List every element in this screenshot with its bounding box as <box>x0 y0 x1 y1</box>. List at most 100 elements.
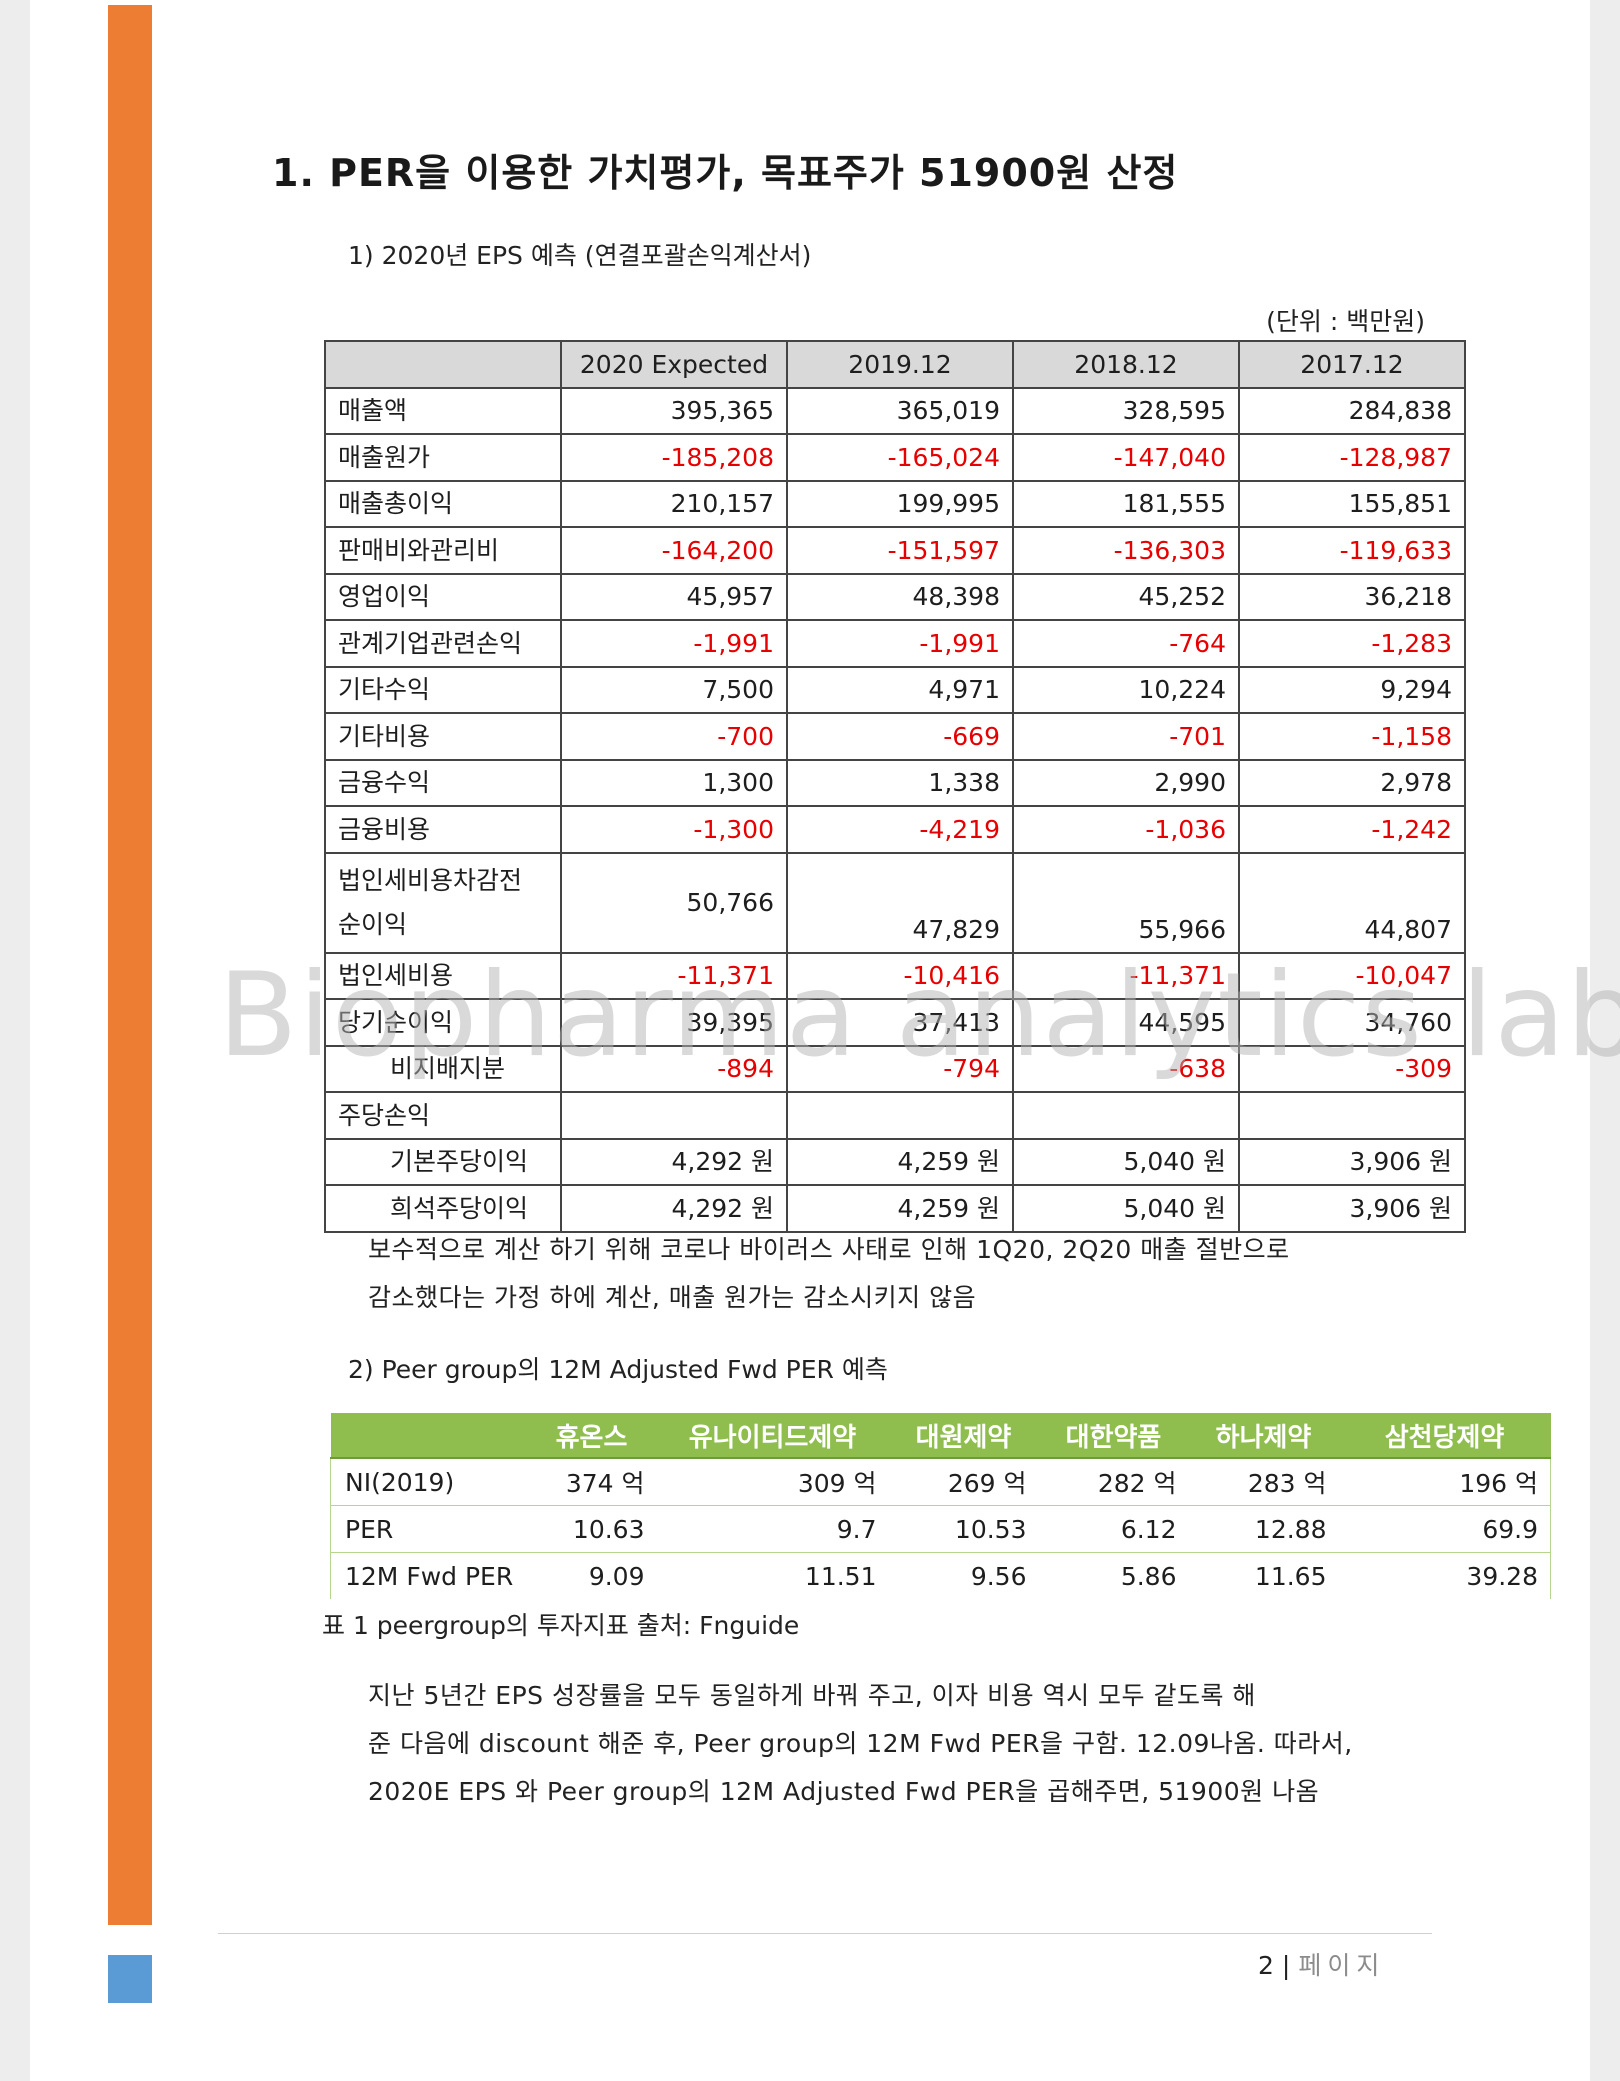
row-label: 금융수익 <box>324 758 562 807</box>
cell: -700 <box>560 712 788 761</box>
cell: -119,633 <box>1238 526 1466 575</box>
cell: 50,766 <box>560 851 788 954</box>
peer-header-hana: 하나제약 <box>1188 1413 1339 1459</box>
subsection-eps-title: 1) 2020년 EPS 예측 (연결포괄손익계산서) <box>348 241 812 270</box>
table-row: 금융수익 1,300 1,338 2,990 2,978 <box>324 758 1466 807</box>
cell: 5,040 원 <box>1012 1184 1240 1233</box>
peer-header-blank <box>330 1413 527 1459</box>
row-label: 매출원가 <box>324 433 562 482</box>
cell: 39,395 <box>560 998 788 1047</box>
cell: 11.51 <box>804 1561 877 1591</box>
cell: 395,365 <box>560 386 788 435</box>
cell: 48,398 <box>786 572 1014 621</box>
peer-header-united: 유나이티드제약 <box>656 1413 889 1459</box>
row-label: PER <box>330 1505 527 1553</box>
cell: 2,990 <box>1012 758 1240 807</box>
cell <box>1238 1091 1466 1140</box>
row-label: 희석주당이익 <box>324 1184 562 1233</box>
cell: 5.86 <box>1120 1561 1177 1591</box>
cell: 9.7 <box>656 1505 889 1553</box>
peer-header-daehan: 대한약품 <box>1038 1413 1189 1459</box>
cell: 12.88 <box>1188 1505 1339 1553</box>
row-label: 주당손익 <box>324 1091 562 1140</box>
cell: 4,259 원 <box>786 1184 1014 1233</box>
page-label: 페이지 <box>1298 1951 1386 1980</box>
orange-side-bar <box>108 5 152 1925</box>
row-label: 금융비용 <box>324 805 562 854</box>
cell: 4,292 원 <box>560 1184 788 1233</box>
cell: -1,036 <box>1012 805 1240 854</box>
footer-separator: | <box>1281 1951 1291 1980</box>
paragraph-line-3: 2020E EPS 와 Peer group의 12M Adjusted Fwd… <box>368 1777 1320 1806</box>
row-label: 법인세비용 <box>324 951 562 1000</box>
cell: -136,303 <box>1012 526 1240 575</box>
cell: 3,906 원 <box>1238 1184 1466 1233</box>
cell: -10,416 <box>786 951 1014 1000</box>
table-row: 매출총이익 210,157 199,995 181,555 155,851 <box>324 479 1466 528</box>
cell: 69.9 <box>1338 1505 1551 1553</box>
cell: 309 억 <box>656 1458 889 1506</box>
table-row: 12M Fwd PER 9.09 11.51 9.56 5.86 11.65 3… <box>330 1552 1551 1599</box>
cell: -10,047 <box>1238 951 1466 1000</box>
cell: 9,294 <box>1238 665 1466 714</box>
table-row: NI(2019) 374 억 309 억 269 억 282 억 283 억 1… <box>330 1458 1551 1506</box>
section-heading: 1. PER을 이용한 가치평가, 목표주가 51900원 산정 <box>272 151 1179 195</box>
row-label: 법인세비용차감전 순이익 <box>324 851 562 954</box>
table-row: 당기순이익 39,395 37,413 44,595 34,760 <box>324 998 1466 1047</box>
cell: 37,413 <box>786 998 1014 1047</box>
peer-header-huons: 휴온스 <box>526 1413 657 1459</box>
table-row: PER 10.63 9.7 10.53 6.12 12.88 69.9 <box>330 1505 1551 1553</box>
cell: 11.65 <box>1254 1561 1327 1591</box>
cell: 2,978 <box>1238 758 1466 807</box>
cell: -1,300 <box>560 805 788 854</box>
paragraph-line-2: 준 다음에 discount 해준 후, Peer group의 12M Fwd… <box>368 1729 1353 1758</box>
cell: 6.12 <box>1038 1505 1189 1553</box>
cell: 44,807 <box>1238 851 1466 954</box>
cell: -128,987 <box>1238 433 1466 482</box>
cell: 284,838 <box>1238 386 1466 435</box>
header-2017: 2017.12 <box>1238 340 1466 389</box>
cell: 196 억 <box>1338 1458 1551 1506</box>
cell: -185,208 <box>560 433 788 482</box>
row-label: 기타비용 <box>324 712 562 761</box>
cell <box>786 1091 1014 1140</box>
cell: -794 <box>786 1044 1014 1093</box>
table-row: 법인세비용 -11,371 -10,416 -11,371 -10,047 <box>324 951 1466 1000</box>
note-line-1: 보수적으로 계산 하기 위해 코로나 바이러스 사태로 인해 1Q20, 2Q2… <box>368 1235 1290 1264</box>
income-statement-table: 2020 Expected 2019.12 2018.12 2017.12 매출… <box>324 340 1466 1233</box>
cell: 155,851 <box>1238 479 1466 528</box>
cell: 36,218 <box>1238 572 1466 621</box>
header-2019: 2019.12 <box>786 340 1014 389</box>
peer-group-table: 휴온스 유나이티드제약 대원제약 대한약품 하나제약 삼천당제약 NI(2019… <box>330 1413 1551 1599</box>
cell: 44,595 <box>1012 998 1240 1047</box>
row-label: 매출액 <box>324 386 562 435</box>
cell: 5,040 원 <box>1012 1137 1240 1186</box>
cell: 1,338 <box>786 758 1014 807</box>
cell: -1,991 <box>560 619 788 668</box>
cell: -1,158 <box>1238 712 1466 761</box>
footer-divider <box>218 1933 1432 1934</box>
table-row: 영업이익 45,957 48,398 45,252 36,218 <box>324 572 1466 621</box>
cell: 10.63 <box>526 1505 657 1553</box>
header-blank <box>324 340 562 389</box>
header-2020-expected: 2020 Expected <box>560 340 788 389</box>
cell: -4,219 <box>786 805 1014 854</box>
row-label: 기본주당이익 <box>324 1137 562 1186</box>
cell: -309 <box>1238 1044 1466 1093</box>
row-label: 12M Fwd PER <box>330 1552 527 1599</box>
cell: 199,995 <box>786 479 1014 528</box>
row-label-line2: 순이익 <box>338 909 408 939</box>
cell: 181,555 <box>1012 479 1240 528</box>
cell: 9.56 <box>970 1561 1027 1591</box>
row-label: 판매비와관리비 <box>324 526 562 575</box>
note-line-2: 감소했다는 가정 하에 계산, 매출 원가는 감소시키지 않음 <box>368 1283 977 1312</box>
cell: 269 억 <box>888 1458 1039 1506</box>
row-label: NI(2019) <box>330 1458 527 1506</box>
cell: -1,991 <box>786 619 1014 668</box>
cell: -147,040 <box>1012 433 1240 482</box>
cell: 282 억 <box>1038 1458 1189 1506</box>
table-row: 관계기업관련손익 -1,991 -1,991 -764 -1,283 <box>324 619 1466 668</box>
cell: -894 <box>560 1044 788 1093</box>
peer-header-daewon: 대원제약 <box>888 1413 1039 1459</box>
unit-label: (단위 : 백만원) <box>1266 307 1425 336</box>
